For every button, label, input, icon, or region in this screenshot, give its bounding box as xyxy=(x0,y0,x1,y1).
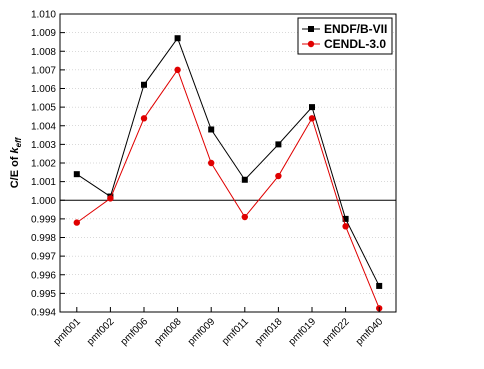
y-tick-label: 1.009 xyxy=(31,28,56,39)
y-tick-label: 1.004 xyxy=(31,121,56,132)
legend-entry: CENDL-3.0 xyxy=(302,37,386,51)
x-tick-label: pmf022 xyxy=(320,316,352,348)
y-tick-label: 1.010 xyxy=(31,10,56,21)
data-point xyxy=(241,213,248,221)
legend-label: CENDL-3.0 xyxy=(324,37,386,51)
x-tick-label: pmf001 xyxy=(52,316,84,348)
legend-label: ENDF/B-VII xyxy=(324,22,387,36)
data-point xyxy=(342,215,349,222)
series-line xyxy=(76,68,380,309)
y-tick-label: 0.998 xyxy=(31,233,56,244)
y-tick-label: 0.996 xyxy=(31,270,56,281)
series-line xyxy=(76,37,380,287)
y-tick-label: 1.008 xyxy=(31,47,56,58)
y-tick-label: 1.000 xyxy=(31,196,56,207)
legend-entry: ENDF/B-VII xyxy=(302,22,387,36)
data-point xyxy=(208,126,215,133)
y-axis: 0.994 0.995 0.996 0.997 0.998 0.999 1.000 1.001… xyxy=(31,10,65,319)
data-point xyxy=(309,104,315,111)
data-point xyxy=(73,171,80,178)
x-axis: pmf001 pmf002 pmf006 pmf008 pmf009 pmf011 pmf0… xyxy=(52,307,386,348)
legend-box xyxy=(297,17,393,55)
y-tick-label: 1.002 xyxy=(31,159,56,170)
x-tick-label: pmf002 xyxy=(85,316,117,348)
x-tick-label: pmf018 xyxy=(253,316,285,348)
data-point xyxy=(174,35,181,42)
y-axis-title-k: k xyxy=(9,146,21,153)
series-1 xyxy=(73,35,383,289)
y-axis-title-main: C/E of xyxy=(9,153,21,188)
y-axis-title-sub: eff xyxy=(14,136,23,147)
y-tick-label: 1.006 xyxy=(31,84,56,95)
data-point xyxy=(73,219,81,226)
data-point xyxy=(275,172,282,180)
y-tick-label: 1.003 xyxy=(31,140,56,151)
y-tick-label: 0.997 xyxy=(31,252,56,263)
legend-marker xyxy=(308,26,314,32)
x-tick-label: pmf019 xyxy=(287,316,319,348)
series-layer xyxy=(73,35,383,312)
legend-marker xyxy=(307,40,315,48)
data-point xyxy=(241,176,248,183)
x-tick-label: pmf006 xyxy=(119,316,151,348)
x-tick-label: pmf040 xyxy=(354,316,386,348)
y-tick-label: 0.994 xyxy=(31,308,56,319)
data-point xyxy=(342,223,349,230)
data-point xyxy=(107,195,114,202)
data-point xyxy=(376,282,383,289)
data-point xyxy=(308,115,316,122)
y-tick-label: 0.999 xyxy=(31,214,56,225)
y-tick-label: 0.995 xyxy=(31,289,56,300)
series-2 xyxy=(73,66,383,312)
data-point xyxy=(208,159,215,167)
y-tick-label: 1.005 xyxy=(31,103,56,114)
y-axis-title: C/E of keff xyxy=(9,136,23,188)
data-point xyxy=(140,115,148,122)
grid-lines xyxy=(60,32,396,294)
x-tick-label: pmf008 xyxy=(152,316,184,348)
data-point xyxy=(174,66,181,74)
data-point xyxy=(141,81,147,88)
y-tick-label: 1.001 xyxy=(31,177,56,188)
data-point xyxy=(275,141,282,148)
x-tick-label: pmf011 xyxy=(220,316,251,347)
y-tick-label: 1.007 xyxy=(31,65,56,76)
x-tick-label: pmf009 xyxy=(186,316,218,348)
